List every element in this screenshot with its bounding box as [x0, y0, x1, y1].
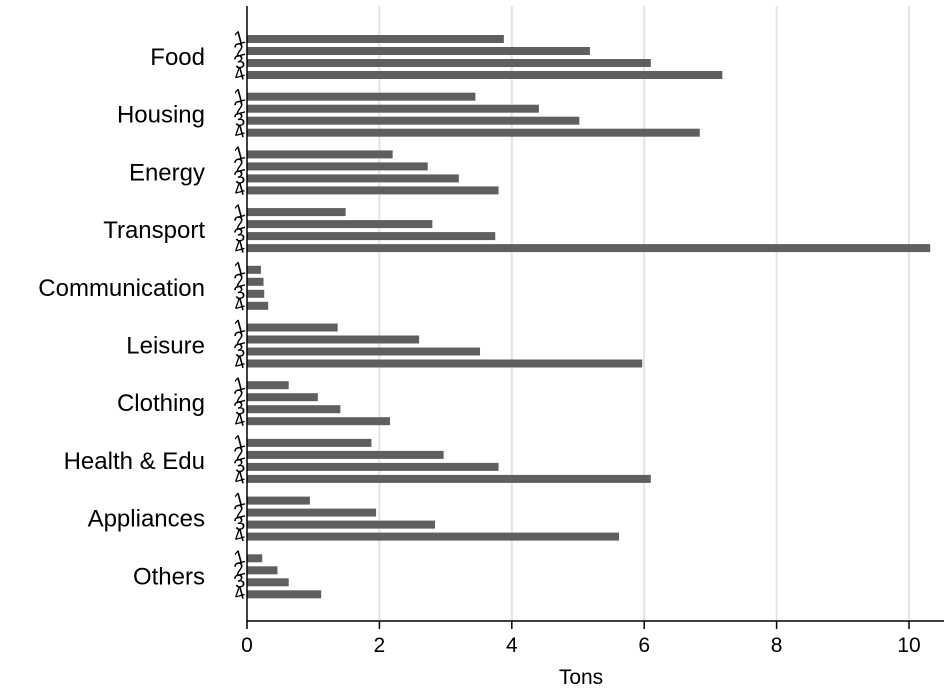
bar-3	[247, 59, 651, 67]
bar-1	[247, 323, 338, 332]
x-tick-label: 8	[771, 634, 783, 657]
bar-4	[247, 417, 390, 426]
sub-label: 3	[232, 109, 248, 132]
bar-3	[247, 520, 436, 529]
bar-3	[247, 578, 289, 587]
bar-1	[247, 150, 393, 159]
sub-label: 3	[232, 513, 248, 536]
category-label: Appliances	[88, 506, 205, 533]
bar-4	[247, 244, 931, 253]
category-label: Energy	[129, 159, 205, 186]
bar-1	[247, 381, 289, 390]
x-tick-label: 6	[638, 634, 650, 657]
sub-label: 2	[232, 443, 248, 466]
sub-label: 3	[232, 167, 248, 190]
bar-4	[247, 532, 620, 541]
bar-2	[247, 162, 428, 171]
bar-2	[247, 566, 278, 575]
sub-label: 2	[232, 39, 248, 62]
category-label: Health & Edu	[64, 448, 205, 475]
bar-3	[247, 289, 265, 298]
bar-1	[247, 554, 263, 563]
bar-2	[247, 335, 420, 344]
sub-label: 1	[232, 200, 248, 223]
bar-4	[247, 186, 499, 195]
category-label: Others	[133, 563, 205, 590]
sub-label: 2	[232, 270, 248, 293]
bar-2	[247, 277, 264, 286]
category-label: Leisure	[126, 333, 205, 360]
bar-2	[247, 47, 590, 55]
category-label: Communication	[38, 275, 205, 302]
bar-2	[247, 220, 433, 229]
sub-label: 1	[232, 373, 248, 396]
bar-4	[247, 359, 643, 368]
sub-label: 2	[232, 501, 248, 524]
sub-label: 1	[232, 546, 248, 569]
sub-label: 1	[232, 316, 248, 339]
axes: 0 2 4 6 8 10	[241, 6, 944, 657]
bar-3	[247, 347, 481, 356]
bar-1	[247, 92, 476, 101]
bar-1	[247, 208, 346, 217]
x-tick-label: 10	[897, 634, 920, 657]
sub-label: 3	[232, 224, 248, 247]
category-labels: Food1234Housing1234Energy1234Transport12…	[38, 27, 248, 605]
sub-label: 1	[232, 431, 248, 454]
sub-label: 1	[232, 489, 248, 512]
sub-label: 2	[232, 558, 248, 581]
bar-2	[247, 393, 318, 402]
sub-label: 3	[232, 340, 248, 363]
bar-4	[247, 128, 700, 137]
bar-3	[247, 174, 459, 183]
sub-label: 3	[232, 570, 248, 593]
sub-label: 1	[232, 27, 248, 50]
bar-4	[247, 71, 723, 79]
bar-4	[247, 474, 651, 483]
bar-2	[247, 450, 444, 459]
bar-4	[247, 301, 269, 310]
category-label: Food	[150, 44, 205, 71]
bar-4	[247, 590, 322, 599]
bar-1	[247, 438, 372, 447]
sub-label: 3	[232, 282, 248, 305]
bar-3	[247, 116, 580, 125]
sub-label: 3	[232, 455, 248, 478]
sub-label: 1	[232, 258, 248, 281]
sub-label: 2	[232, 212, 248, 235]
category-label: Transport	[103, 217, 205, 244]
x-tick-label: 4	[506, 634, 518, 657]
x-axis-title: Tons	[559, 666, 603, 689]
sub-label: 1	[232, 143, 248, 166]
bar-1	[247, 265, 261, 274]
bar-2	[247, 104, 539, 113]
bar-3	[247, 232, 496, 241]
bar-3	[247, 405, 341, 414]
sub-label: 3	[232, 397, 248, 420]
sub-label: 2	[232, 97, 248, 120]
category-label: Clothing	[117, 390, 205, 417]
bar-1	[247, 35, 504, 43]
sub-label: 1	[232, 85, 248, 108]
sub-label: 2	[232, 155, 248, 178]
sub-label: 3	[232, 51, 248, 74]
sub-label: 2	[232, 385, 248, 408]
bar-1	[247, 496, 310, 505]
sub-label: 2	[232, 328, 248, 351]
x-tick-label: 0	[241, 634, 253, 657]
category-label: Housing	[117, 102, 205, 129]
bar-3	[247, 462, 499, 471]
x-tick-label: 2	[374, 634, 386, 657]
bars	[247, 35, 931, 599]
bar-2	[247, 508, 377, 517]
